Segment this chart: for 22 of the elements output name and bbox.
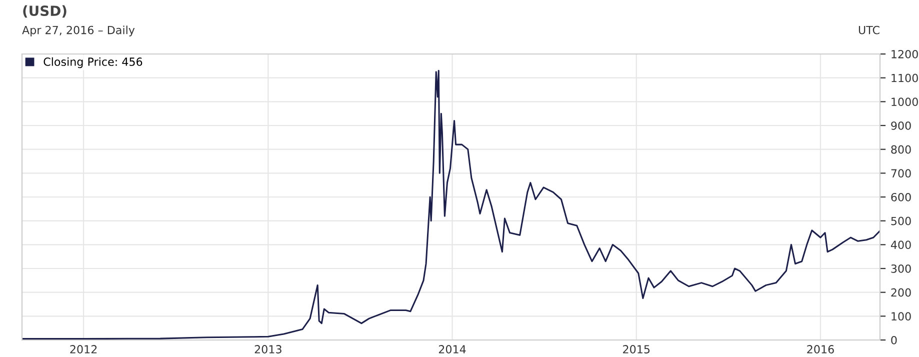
y-tick-label: 0 (891, 336, 897, 344)
x-tick-label: 2016 (807, 345, 834, 354)
y-tick-label: 1200 (892, 50, 918, 58)
y-tick-label: 1000 (892, 98, 918, 106)
x-tick-label: 2012 (70, 345, 97, 354)
y-tick-label: 200 (891, 288, 911, 297)
text: UTC (858, 26, 880, 34)
y-tick-label: 500 (891, 216, 911, 226)
y-tick-label: 900 (891, 121, 911, 130)
y-tick-label: 100 (892, 312, 911, 321)
y-tick-label: 700 (891, 169, 911, 178)
y-tick-label: 800 (891, 145, 911, 154)
x-tick-label: 2015 (623, 345, 650, 354)
y-tick-label: 300 (891, 264, 911, 273)
chart-subtitle: Apr 27, 2016 – Daily (22, 26, 135, 36)
y-tick-label: 400 (890, 240, 911, 250)
y-tick-label: 600 (891, 192, 911, 202)
x-tick-label: 2013 (254, 345, 282, 354)
y-tick-label: 1100 (892, 74, 918, 82)
chart-title: (USD) (23, 5, 66, 18)
x-tick-label: 2014 (438, 345, 466, 354)
legend-label: Closing Price: 456 (44, 57, 142, 68)
